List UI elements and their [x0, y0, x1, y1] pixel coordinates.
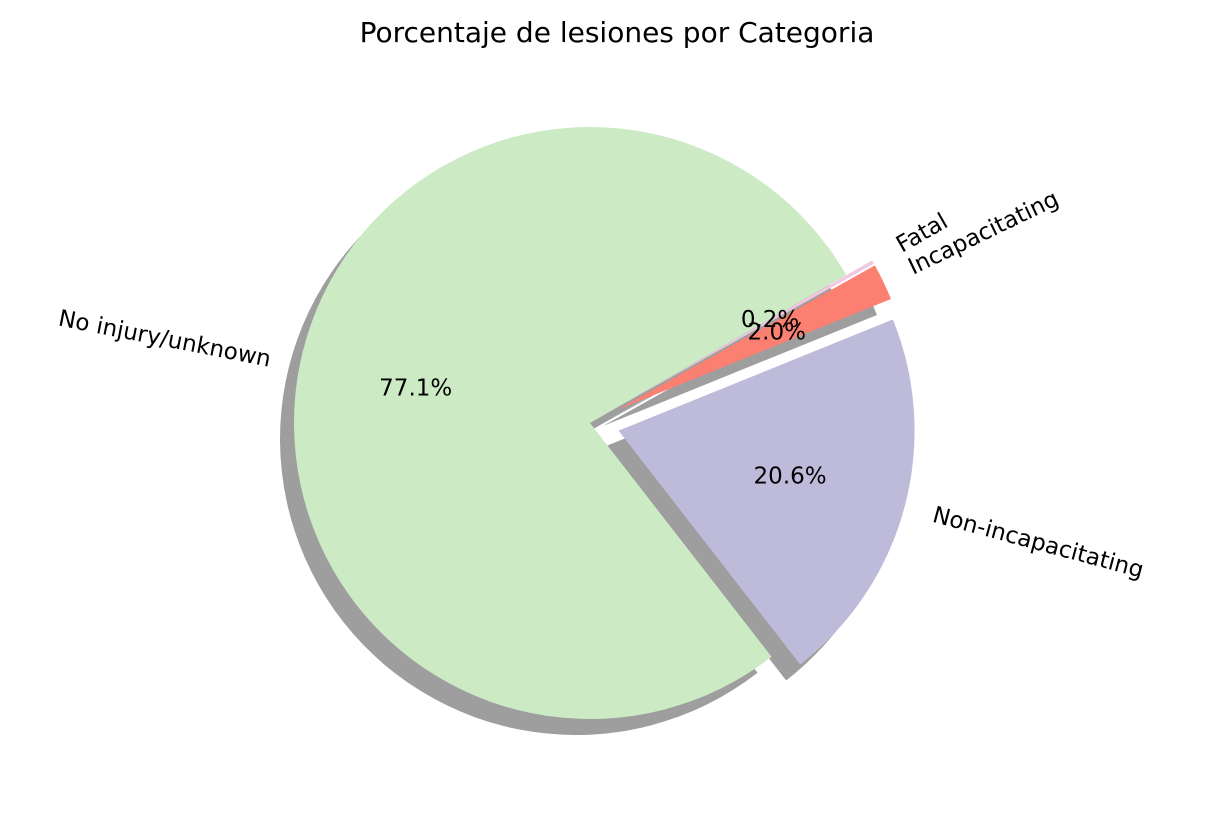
- chart-title: Porcentaje de lesiones por Categoria: [360, 16, 875, 49]
- slice-label-non-incapacitating: Non-incapacitating: [930, 502, 1147, 584]
- slice-label-no-injury-unknown: No injury/unknown: [56, 306, 273, 373]
- slice-percent-no-injury-unknown: 77.1%: [379, 375, 452, 401]
- slice-incapacitating: [616, 265, 891, 411]
- slice-percent-incapacitating: 2.0%: [748, 320, 806, 346]
- slice-percent-fatal: 0.2%: [741, 307, 799, 333]
- slice-percent-non-incapacitating: 20.6%: [754, 463, 827, 489]
- slice-fatal: [615, 260, 874, 409]
- slice-non-incapacitating: [618, 319, 915, 665]
- pie-slices: [294, 127, 915, 720]
- slice-no-injury-unknown: [294, 127, 847, 720]
